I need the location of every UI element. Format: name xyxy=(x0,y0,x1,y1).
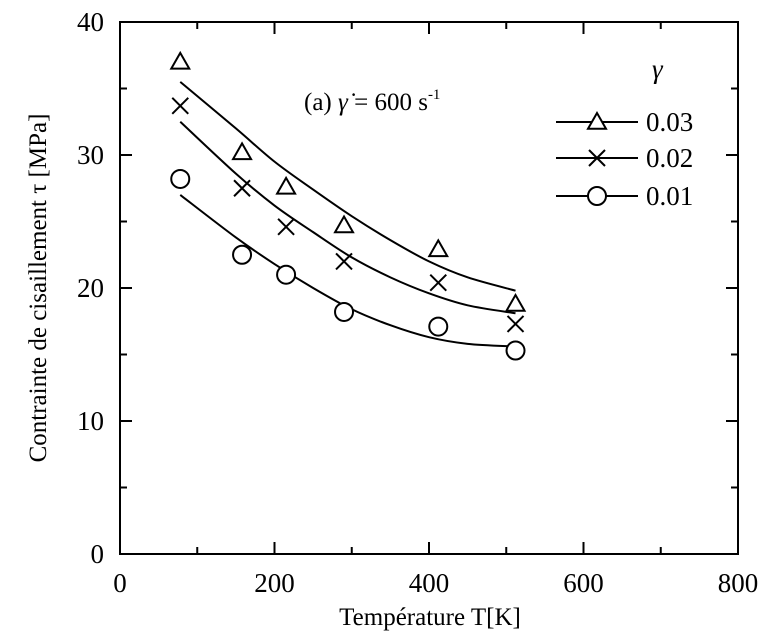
legend-label-0.01: 0.01 xyxy=(646,181,693,211)
axis-tick-labels: 0 200 400 600 800 0 10 20 30 40 xyxy=(77,7,758,598)
x-tick-label: 800 xyxy=(718,568,759,598)
x-stroke xyxy=(233,179,251,197)
point-0.02 xyxy=(277,218,295,236)
point-0.03 xyxy=(504,292,527,312)
point-0.03 xyxy=(333,214,355,234)
point-0.01 xyxy=(170,168,191,189)
x-tick-label: 600 xyxy=(563,568,604,598)
y-tick-label: 20 xyxy=(77,273,104,303)
point-0.01 xyxy=(232,244,253,265)
annotation-suffix: = 600 s xyxy=(348,89,428,116)
x-stroke xyxy=(171,97,189,115)
point-0.03 xyxy=(275,175,297,195)
y-tick-label: 30 xyxy=(77,140,104,170)
annotation-superscript: -1 xyxy=(428,87,441,103)
point-0.03 xyxy=(169,50,191,70)
fit-curve-0.03 xyxy=(179,81,516,292)
data-markers xyxy=(169,50,527,361)
y-tick-label: 0 xyxy=(91,539,105,569)
point-0.02 xyxy=(171,97,189,115)
x-stroke xyxy=(277,218,295,236)
legend-marker-0.03 xyxy=(586,110,608,130)
x-tick-label: 400 xyxy=(409,568,450,598)
x-stroke xyxy=(506,315,525,333)
axis-ticks xyxy=(119,21,739,555)
legend-marker-0.02 xyxy=(588,149,606,167)
y-tick-label: 10 xyxy=(77,406,104,436)
annotation-text: (a) γ̇ = 600 s-1 xyxy=(304,87,440,116)
x-stroke xyxy=(588,149,606,167)
point-0.02 xyxy=(429,273,447,292)
legend-label-0.03: 0.03 xyxy=(646,107,693,137)
x-stroke xyxy=(335,252,353,271)
point-0.02 xyxy=(506,315,525,333)
x-tick-label: 0 xyxy=(113,568,127,598)
point-0.01 xyxy=(276,264,297,285)
point-0.01 xyxy=(505,340,526,361)
fit-curve-0.02 xyxy=(179,121,516,315)
x-axis-label: Température T[K] xyxy=(339,604,521,631)
legend-title: γ xyxy=(652,54,664,84)
legend: 0.03 0.02 0.01 xyxy=(556,107,693,211)
point-0.01 xyxy=(334,301,355,322)
x-tick-label: 200 xyxy=(254,568,295,598)
point-0.03 xyxy=(427,238,449,258)
point-0.03 xyxy=(231,141,253,161)
legend-marker-0.01 xyxy=(587,186,607,206)
x-stroke xyxy=(429,273,447,292)
annotation-prefix: (a) xyxy=(304,89,338,116)
legend-label-0.02: 0.02 xyxy=(646,143,693,173)
point-0.01 xyxy=(428,316,449,337)
y-tick-label: 40 xyxy=(77,7,104,37)
fit-curve-0.01 xyxy=(179,194,516,348)
y-axis-label: Contrainte de cisaillement τ [MPa] xyxy=(25,114,52,463)
point-0.02 xyxy=(335,252,353,271)
point-0.02 xyxy=(233,179,251,197)
